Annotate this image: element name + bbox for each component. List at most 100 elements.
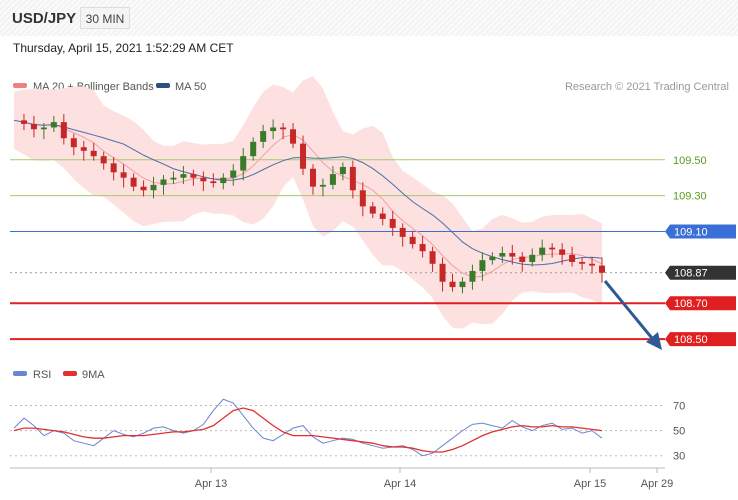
x-label: Apr 14 [384, 478, 416, 490]
candle-body [379, 213, 386, 219]
candle-body [170, 177, 177, 180]
candle-body [399, 227, 406, 237]
level-tag-108.70 [665, 296, 736, 311]
rsi-panel: 70 50 30 [10, 398, 685, 463]
level-tag-109.10 [665, 224, 736, 239]
candle-body [319, 184, 326, 187]
candle-body [329, 174, 336, 185]
bollinger-fill [14, 76, 602, 329]
candle-body [240, 156, 247, 171]
candle-body [439, 263, 446, 282]
symbol-title: USD/JPY [12, 10, 77, 27]
candle-body [90, 150, 97, 157]
x-label: Apr 15 [574, 478, 606, 490]
candle-body [110, 163, 117, 173]
candle-body [190, 174, 197, 178]
candle-body [270, 127, 277, 132]
candle-body [489, 256, 496, 261]
rsi-line [13, 398, 603, 457]
candle-body [280, 127, 287, 130]
candle-body [549, 247, 556, 250]
level-label-109.30: 109.30 [673, 191, 707, 203]
rsi-legend-label: RSI [33, 369, 51, 381]
rsi-tick-30: 30 [673, 451, 685, 463]
candle-body [30, 123, 37, 130]
candle-body [200, 177, 207, 182]
candle-body [180, 174, 187, 178]
candle-body [120, 172, 127, 178]
candle-body [60, 122, 67, 139]
candle-body [369, 206, 376, 214]
candle-body [529, 254, 536, 262]
candle-body [230, 170, 237, 178]
candle-body [419, 244, 426, 252]
candle-body [20, 120, 27, 124]
level-label-108.87: 108.87 [674, 268, 708, 280]
candle-body [140, 186, 147, 191]
candle-body [80, 147, 87, 151]
candle-body [50, 122, 57, 128]
bollinger-band [14, 76, 602, 329]
moving-averages [13, 119, 603, 278]
candle-body [509, 253, 516, 257]
candle-body [150, 184, 157, 191]
timestamp: Thursday, April 15, 2021 1:52:29 AM CET [13, 41, 234, 55]
level-label-108.50: 108.50 [674, 334, 708, 346]
candle-body [70, 138, 77, 148]
candle-body [300, 143, 307, 169]
candle-body [579, 261, 586, 264]
candle-body [479, 260, 486, 271]
candle-body [539, 247, 546, 255]
candle-body [220, 177, 227, 184]
forecast-arrowhead [646, 332, 662, 350]
candle-body [309, 168, 316, 187]
ma50-line [13, 119, 603, 266]
candle-body [459, 281, 466, 288]
x-label: Apr 29 [641, 478, 673, 490]
candle-body [589, 263, 596, 266]
level-tag-108.87 [665, 265, 736, 280]
rsi-ma-line [13, 407, 603, 453]
level-label-108.70: 108.70 [674, 298, 708, 310]
candle-body [519, 256, 526, 262]
ma50-legend-label: MA 50 [175, 81, 206, 93]
timeframe-button[interactable]: 30 MIN [80, 7, 130, 29]
ma20-legend-swatch [13, 83, 27, 88]
candle-body [599, 265, 605, 273]
candle-body [260, 131, 267, 142]
key-levels [10, 159, 665, 341]
rsi-ma-legend-label: 9MA [82, 369, 105, 381]
candle-body [339, 166, 346, 175]
candle-body [569, 254, 576, 262]
candle-body [250, 141, 257, 157]
candle-body [210, 181, 217, 184]
candle-body [359, 190, 366, 207]
ma20-line [13, 119, 603, 278]
level-label-109.50: 109.50 [673, 155, 707, 167]
rsi-ma-legend-swatch [63, 371, 77, 376]
candle-body [499, 253, 506, 257]
candle-body [100, 156, 107, 164]
level-tags: 109.50 109.30 109.10 108.87 108.70 108.50 [665, 155, 736, 347]
copyright-text: Research © 2021 Trading Central [565, 81, 729, 93]
level-tag-108.50 [665, 332, 736, 347]
candles [20, 114, 605, 294]
level-label-109.10: 109.10 [674, 227, 708, 239]
rsi-tick-50: 50 [673, 426, 685, 438]
candle-body [429, 251, 436, 264]
candle-body [290, 129, 297, 144]
x-axis-labels: Apr 13 Apr 14 Apr 15 Apr 29 [195, 468, 673, 490]
candle-body [389, 218, 396, 228]
candle-body [449, 281, 456, 288]
candle-body [409, 236, 416, 245]
x-label: Apr 13 [195, 478, 227, 490]
ma50-legend-swatch [156, 83, 170, 88]
candle-body [160, 179, 167, 185]
rsi-legend-swatch [13, 371, 27, 376]
candle-body [559, 249, 566, 255]
rsi-tick-70: 70 [673, 401, 685, 413]
candle-body [349, 166, 356, 191]
candle-body [469, 270, 476, 282]
candle-body [130, 177, 137, 187]
